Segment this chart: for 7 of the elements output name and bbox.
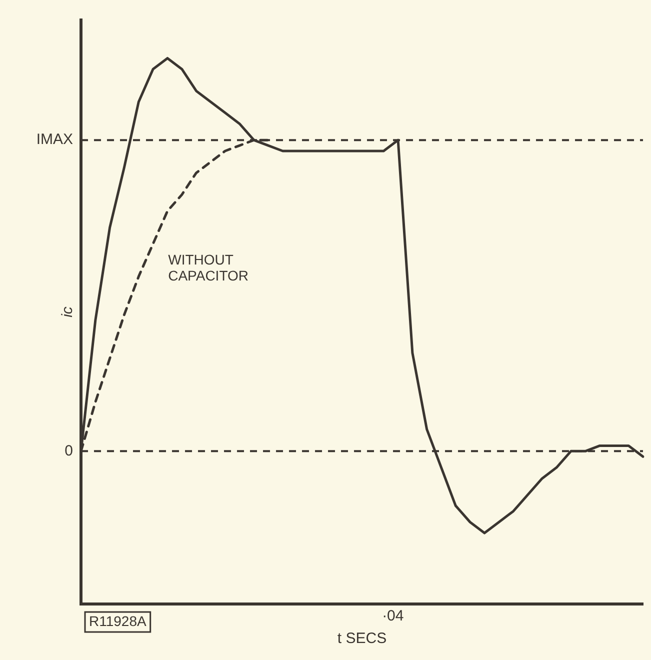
- annotation: WITHOUT CAPACITOR: [168, 251, 248, 284]
- ref-line-label: 0: [64, 442, 73, 460]
- x-axis-title: t SECS: [337, 630, 387, 648]
- ref-line-label: IMAX: [36, 131, 73, 148]
- y-axis-title: ic: [59, 306, 76, 318]
- text: R11928A: [89, 612, 147, 629]
- text: ·04: [382, 608, 404, 625]
